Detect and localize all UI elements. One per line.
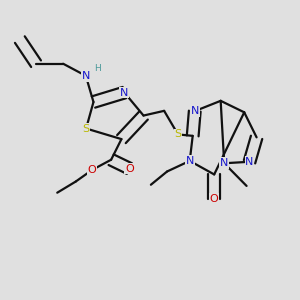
Text: N: N	[220, 158, 228, 168]
Text: N: N	[245, 157, 254, 167]
Text: N: N	[186, 156, 194, 166]
Text: S: S	[82, 124, 90, 134]
Text: N: N	[120, 88, 129, 98]
Text: O: O	[125, 164, 134, 173]
Text: N: N	[190, 106, 199, 116]
Text: N: N	[82, 71, 90, 81]
Text: S: S	[174, 129, 182, 140]
Text: O: O	[210, 194, 219, 204]
Text: O: O	[88, 165, 96, 175]
Text: H: H	[94, 64, 101, 73]
